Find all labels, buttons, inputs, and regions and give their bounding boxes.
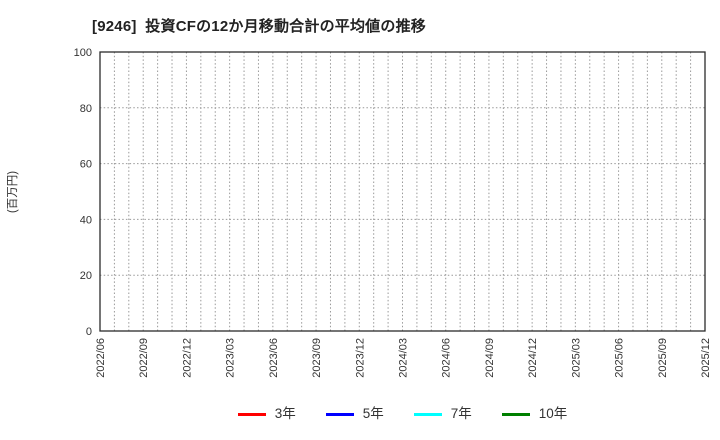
legend-item: 3年	[237, 406, 296, 422]
y-tick-label: 100	[74, 47, 92, 59]
y-tick-label: 80	[80, 103, 92, 115]
tick-labels: 0 20 40 60 80 100 2022/06 2022/09 2022/12 2023/03…	[74, 47, 712, 378]
x-tick-label: 2023/09	[311, 338, 323, 378]
x-tick-label: 2023/12	[354, 338, 366, 378]
legend-label: 5年	[362, 406, 384, 422]
legend-label: 3年	[274, 406, 296, 422]
x-tick-label: 2022/06	[95, 338, 107, 378]
x-tick-label: 2024/09	[484, 338, 496, 378]
y-axis-label: (百万円)	[7, 171, 19, 213]
plot-border	[99, 51, 706, 332]
chart-title: [9246] 投資CFの12か月移動合計の平均値の推移	[92, 18, 426, 35]
legend-label: 7年	[450, 406, 472, 422]
legend-line-swatch	[413, 412, 442, 416]
x-tick-label: 2025/03	[570, 338, 582, 378]
y-tick-label: 20	[80, 270, 92, 282]
x-tick-label: 2024/06	[441, 338, 453, 378]
x-tick-label: 2024/12	[527, 338, 539, 378]
legend: 3年 5年 7年 10年	[100, 403, 705, 425]
x-tick-label: 2023/06	[268, 338, 280, 378]
legend-line-swatch	[501, 412, 530, 416]
x-tick-label: 2022/09	[138, 338, 150, 378]
x-tick-label: 2022/12	[181, 338, 193, 378]
x-tick-label: 2025/09	[657, 338, 669, 378]
axes	[99, 51, 706, 332]
gridlines	[100, 52, 705, 331]
legend-label: 10年	[538, 406, 568, 422]
y-tick-label: 60	[80, 159, 92, 171]
legend-line-swatch	[325, 412, 354, 416]
x-tick-label: 2025/06	[614, 338, 626, 378]
legend-line-swatch	[237, 412, 266, 416]
y-tick-label: 0	[86, 326, 92, 338]
legend-item: 5年	[325, 406, 384, 422]
x-tick-label: 2023/03	[225, 338, 237, 378]
x-tick-label: 2024/03	[398, 338, 410, 378]
x-tick-label: 2025/12	[700, 338, 712, 378]
legend-item: 10年	[501, 406, 568, 422]
y-tick-label: 40	[80, 214, 92, 226]
legend-item: 7年	[413, 406, 472, 422]
